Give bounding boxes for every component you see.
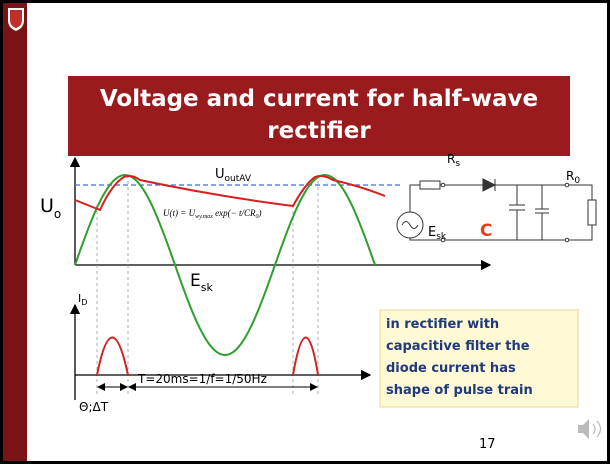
- label: Esk: [190, 271, 213, 294]
- note-box: [379, 309, 579, 408]
- label: T=20ms=1/f=1/50Hz: [137, 372, 267, 386]
- waveform-diagram: [69, 156, 492, 400]
- sidebar: [3, 3, 27, 461]
- label: R0: [566, 169, 580, 186]
- formula: U(t) = Uwy.max exp(− t/CR0): [163, 208, 261, 220]
- svg-text:in rectifier with: in rectifier with: [386, 317, 499, 332]
- title-banner: [68, 76, 570, 156]
- note: in rectifier with capacitive filter the …: [386, 317, 533, 398]
- speaker-icon[interactable]: [578, 419, 602, 439]
- label: ID: [78, 292, 87, 307]
- logo: [8, 8, 24, 31]
- label: Rs: [447, 152, 460, 169]
- label: Θ;ΔT: [79, 400, 109, 414]
- label: Esk: [428, 225, 447, 242]
- svg-text:shape of pulse train: shape of pulse train: [386, 383, 533, 398]
- svg-text:diode current has: diode current has: [386, 361, 516, 376]
- label: C: [480, 221, 492, 241]
- label: Uo: [40, 195, 61, 221]
- title: rectifier: [267, 118, 371, 144]
- label: UoutAV: [215, 167, 252, 184]
- svg-text:capacitive filter the: capacitive filter the: [386, 339, 530, 354]
- circuit: [396, 178, 597, 243]
- title: Voltage and current for half-wave: [100, 86, 538, 112]
- page-number: 17: [479, 437, 496, 452]
